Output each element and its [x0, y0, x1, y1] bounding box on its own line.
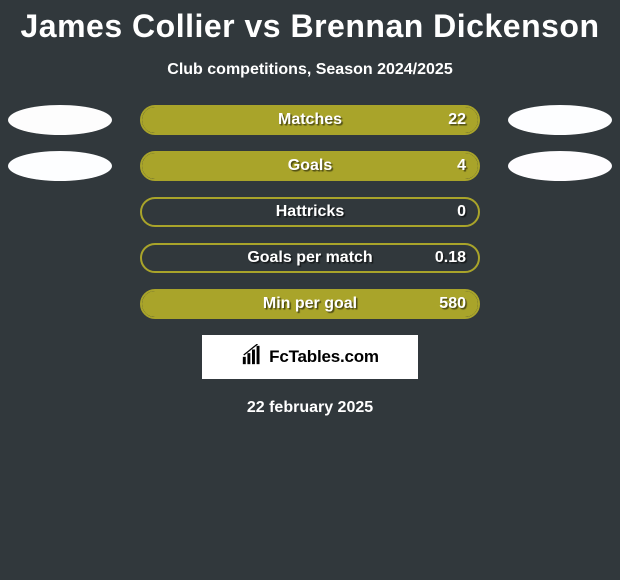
subtitle: Club competitions, Season 2024/2025: [0, 61, 620, 79]
stat-row: Min per goal580: [0, 289, 620, 319]
stat-row: Goals4: [0, 151, 620, 181]
stat-bar-fill: [142, 153, 478, 179]
stat-bar: Min per goal580: [140, 289, 480, 319]
player-right-ellipse: [508, 105, 612, 135]
stat-label: Hattricks: [142, 203, 478, 221]
stat-value: 0: [457, 203, 466, 221]
logo-text: FcTables.com: [269, 347, 379, 367]
bar-chart-icon: [241, 344, 263, 371]
stat-bar-fill: [142, 107, 478, 133]
player-right-ellipse: [508, 151, 612, 181]
page-title: James Collier vs Brennan Dickenson: [0, 0, 620, 45]
stat-bar: Hattricks0: [140, 197, 480, 227]
stats-container: Matches22 Goals4 Hattricks0 Goals per match…: [0, 105, 620, 319]
player-left-ellipse: [8, 151, 112, 181]
stat-row: Matches22: [0, 105, 620, 135]
stat-bar-fill: [142, 291, 478, 317]
stat-row: Goals per match0.18: [0, 243, 620, 273]
footer-date: 22 february 2025: [0, 399, 620, 417]
stat-row: Hattricks0: [0, 197, 620, 227]
stat-value: 0.18: [435, 249, 466, 267]
stat-bar: Goals4: [140, 151, 480, 181]
stat-label: Goals per match: [142, 249, 478, 267]
fctables-link[interactable]: FcTables.com: [202, 335, 418, 379]
stat-bar: Matches22: [140, 105, 480, 135]
player-left-ellipse: [8, 105, 112, 135]
stat-bar: Goals per match0.18: [140, 243, 480, 273]
